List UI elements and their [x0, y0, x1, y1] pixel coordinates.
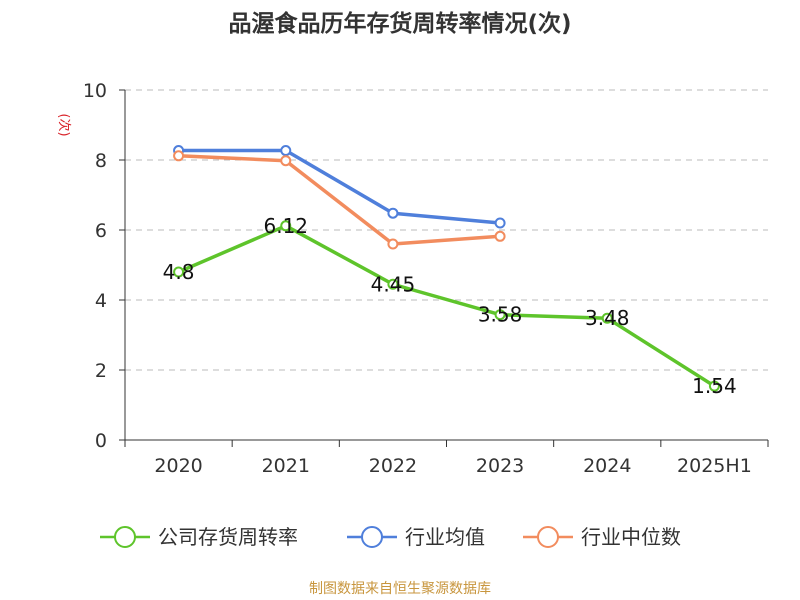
series-lines [173, 145, 720, 392]
data-label: 3.58 [478, 303, 523, 327]
legend: 公司存货周转率 行业均值 行业中位数 [100, 525, 681, 549]
y-tick-label: 2 [95, 360, 107, 382]
source-footnote: 制图数据来自恒生聚源数据库 [309, 581, 491, 597]
y-tick-label: 10 [83, 80, 107, 102]
x-tick-label: 2023 [476, 455, 524, 477]
legend-swatch-marker [361, 526, 383, 548]
axes: 0 2 4 6 8 10 2020 2021 2022 2023 2024 2025H1 [83, 80, 769, 477]
data-label: 3.48 [585, 306, 630, 330]
y-tick-label: 4 [95, 290, 107, 312]
data-labels: 4.8 6.12 4.45 3.58 3.48 1.54 [163, 214, 737, 398]
series-line [178, 148, 501, 225]
data-point [387, 278, 399, 290]
series-0 [173, 220, 720, 392]
x-tick-label: 2020 [154, 455, 202, 477]
data-point [173, 266, 185, 278]
y-tick-label: 6 [95, 220, 107, 242]
y-tick-label: 0 [95, 430, 107, 452]
legend-label: 行业中位数 [581, 525, 681, 549]
data-label: 4.45 [371, 272, 416, 296]
data-point [494, 309, 506, 321]
data-point [173, 150, 185, 162]
legend-item: 行业均值 [347, 525, 485, 549]
series-line [178, 154, 501, 246]
legend-label: 行业均值 [405, 525, 485, 549]
data-point [280, 145, 292, 157]
x-tick-label: 2024 [583, 455, 631, 477]
gridlines [125, 89, 768, 371]
data-point [387, 238, 399, 250]
x-tick-label: 2022 [369, 455, 417, 477]
chart-title: 品渥食品历年存货周转率情况(次) [228, 11, 572, 37]
data-point [494, 217, 506, 229]
data-point [494, 230, 506, 242]
legend-item: 行业中位数 [523, 525, 681, 549]
y-tick-label: 8 [95, 150, 107, 172]
data-point [601, 312, 613, 324]
legend-swatch-marker [537, 526, 559, 548]
x-tick-label: 2021 [262, 455, 310, 477]
series-line [177, 224, 716, 388]
series-2 [173, 150, 506, 250]
legend-item: 公司存货周转率 [100, 525, 298, 549]
legend-swatch-marker [114, 526, 136, 548]
data-label: 6.12 [263, 214, 308, 238]
data-label: 1.54 [692, 374, 737, 398]
data-point [280, 155, 292, 167]
x-tick-label: 2025H1 [677, 455, 752, 477]
data-label: 4.8 [163, 260, 195, 284]
y-axis-unit-label: (次) [56, 113, 72, 136]
data-point [708, 380, 720, 392]
legend-label: 公司存货周转率 [158, 525, 298, 549]
data-point [387, 207, 399, 219]
data-point [280, 220, 292, 232]
